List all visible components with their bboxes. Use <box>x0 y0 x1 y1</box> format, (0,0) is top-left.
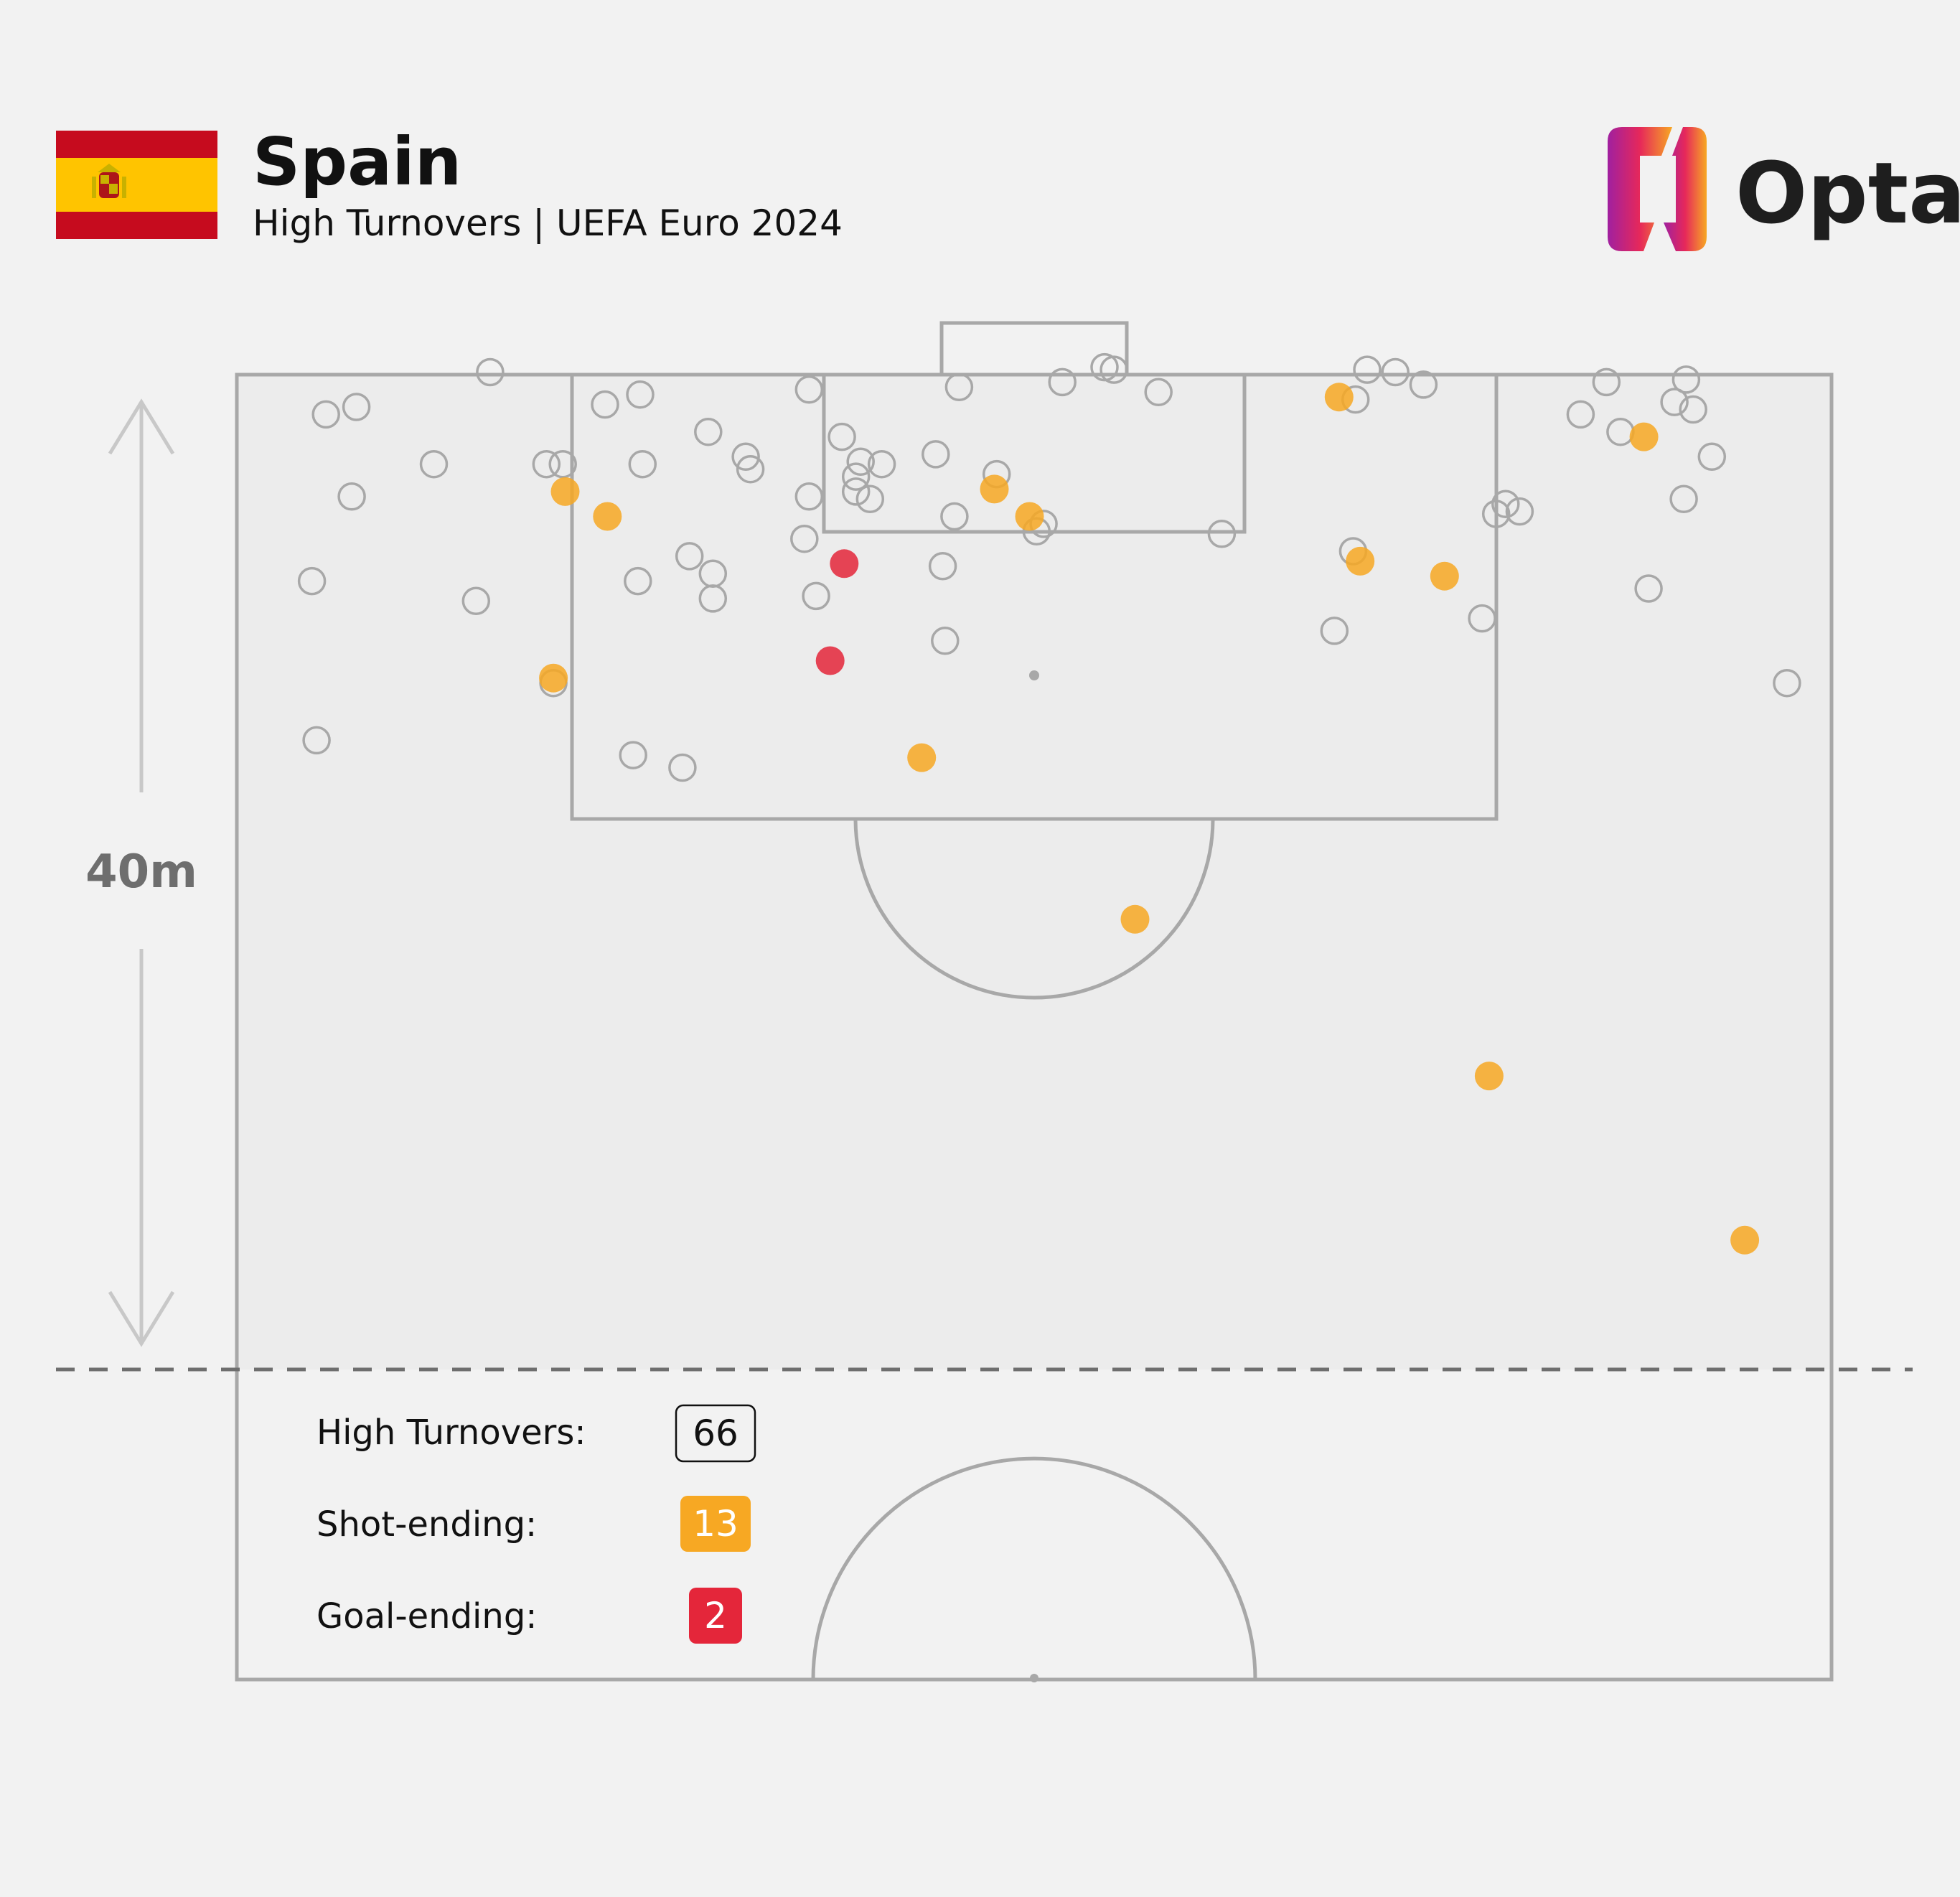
turnover-point <box>297 566 327 596</box>
shot-ending-point <box>1430 561 1459 591</box>
shot-ending-point <box>907 743 937 772</box>
shot-ending-point <box>550 477 580 506</box>
page-title: Spain <box>253 123 461 200</box>
pitch <box>235 321 1834 1682</box>
turnover-point <box>790 524 819 553</box>
turnover-point <box>476 357 505 387</box>
legend-badge-shot-ending <box>680 1496 751 1552</box>
turnover-point <box>337 482 366 511</box>
shot-ending-point <box>1324 383 1354 412</box>
turnover-point <box>1381 357 1410 387</box>
turnover-point <box>846 447 875 477</box>
high-zone <box>237 375 1832 1369</box>
turnover-point <box>668 753 697 782</box>
turnover-point <box>1505 497 1534 526</box>
turnover-point <box>841 462 871 491</box>
coat-of-arms-icon <box>92 164 126 198</box>
centre-spot <box>1030 1674 1038 1682</box>
legend-badge-goal-ending <box>689 1588 742 1644</box>
turnover-point <box>1207 520 1237 548</box>
legend-value-goal-ending: 2 <box>704 1595 727 1636</box>
opta-logo: Opta <box>1608 127 1960 251</box>
turnover-point <box>867 449 896 479</box>
turnover-point <box>841 477 871 506</box>
turnover-point <box>827 422 856 451</box>
turnover-point <box>628 449 657 479</box>
shot-ending-point <box>1474 1062 1504 1091</box>
turnover-point <box>1320 617 1349 645</box>
turnover-point <box>922 440 950 469</box>
legend-label-high-turnovers: High Turnovers: <box>316 1413 586 1453</box>
opta-wordmark: Opta <box>1735 144 1960 243</box>
goal-ending-point <box>815 646 845 675</box>
turnover-point <box>928 552 957 581</box>
turnover-point <box>944 373 974 402</box>
scale-label: 40m <box>85 846 197 899</box>
turnover-point <box>698 559 728 588</box>
turnover-point <box>1697 442 1727 472</box>
legend-badge-high-turnovers <box>675 1404 756 1463</box>
distance-scale <box>108 398 175 1347</box>
shot-ending-point <box>539 663 568 693</box>
legend-value-shot-ending: 13 <box>693 1503 738 1545</box>
turnover-point <box>1592 367 1621 397</box>
page-subtitle: High Turnovers | UEFA Euro 2024 <box>253 202 843 244</box>
turnover-point <box>1048 367 1077 397</box>
goal-ending-point <box>830 549 859 579</box>
turnover-point <box>694 417 723 446</box>
shot-ending-point <box>1015 502 1044 531</box>
turnover-point <box>1468 604 1496 633</box>
turnover-point <box>802 581 830 611</box>
shot-ending-point <box>980 474 1009 504</box>
turnover-point <box>1669 484 1698 514</box>
turnover-point <box>302 726 331 755</box>
shot-ending-point <box>1629 422 1659 451</box>
turnover-point <box>736 454 765 484</box>
penalty-arc <box>853 818 1215 1000</box>
legend-label-goal-ending: Goal-ending: <box>316 1596 537 1636</box>
turnover-point <box>1634 574 1663 603</box>
shot-ending-point <box>1120 904 1150 934</box>
turnover-point <box>1144 378 1173 407</box>
turnover-point <box>342 393 371 421</box>
turnover-point <box>624 566 652 596</box>
turnover-point <box>311 400 340 429</box>
legend-label-shot-ending: Shot-ending: <box>316 1504 537 1545</box>
turnover-point <box>419 449 449 479</box>
turnover-point <box>1679 395 1707 424</box>
shot-ending-point <box>1346 546 1375 576</box>
turnover-point <box>461 586 491 616</box>
turnover-point <box>1090 352 1119 382</box>
turnover-point <box>931 627 960 655</box>
turnover-point <box>626 380 655 409</box>
turnover-point <box>1773 668 1801 698</box>
turnover-point <box>794 375 824 404</box>
turnover-point <box>1353 355 1382 384</box>
turnover-point <box>1660 388 1689 416</box>
turnover-point <box>1566 400 1595 429</box>
turnover-point <box>794 482 824 511</box>
legend-value-high-turnovers: 66 <box>693 1413 738 1454</box>
turnover-point <box>1671 365 1701 394</box>
turnover-point <box>731 442 760 472</box>
turnover-points <box>297 352 1801 1255</box>
penalty-spot <box>1029 670 1039 680</box>
spain-flag-icon <box>56 131 217 239</box>
turnover-point <box>532 449 561 479</box>
turnover-point <box>855 484 885 514</box>
centre-circle <box>811 1456 1257 1680</box>
turnover-point <box>619 741 647 769</box>
goal <box>939 321 1129 377</box>
turnover-point <box>591 390 619 419</box>
turnover-point <box>675 542 704 571</box>
turnover-point <box>548 449 577 479</box>
turnover-point <box>1491 490 1520 518</box>
turnover-point <box>940 502 969 531</box>
shot-ending-point <box>1730 1225 1760 1255</box>
legend: High Turnovers: 66 Shot-ending: 13 Goal-… <box>316 1404 756 1644</box>
turnover-point <box>1481 500 1511 528</box>
shot-ending-point <box>593 502 622 531</box>
turnover-point <box>1409 370 1438 399</box>
